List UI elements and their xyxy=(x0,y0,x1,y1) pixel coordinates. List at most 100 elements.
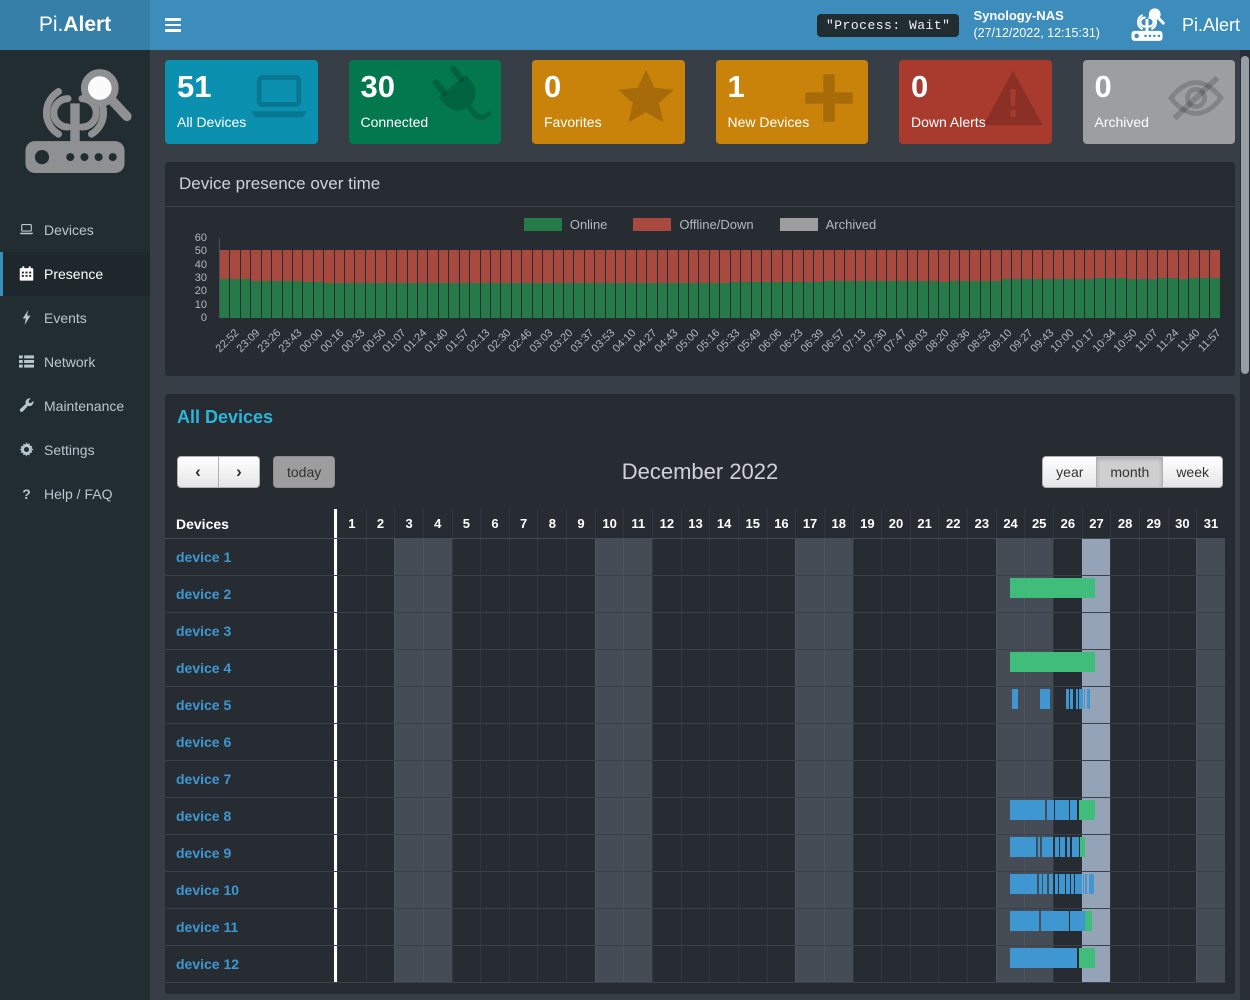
day-cell-1 xyxy=(337,576,366,612)
calendar-icon xyxy=(18,266,35,282)
day-cell-6 xyxy=(480,687,509,723)
sidebar-item-settings[interactable]: Settings xyxy=(0,428,150,472)
day-cell-29 xyxy=(1138,539,1168,575)
day-cell-17 xyxy=(795,835,824,871)
chart-bar xyxy=(563,250,574,318)
legend-swatch xyxy=(523,218,562,231)
hamburger-menu-icon[interactable] xyxy=(150,0,196,50)
day-cell-22 xyxy=(938,909,967,945)
calendar-next-button[interactable]: › xyxy=(218,455,260,488)
day-cell-2 xyxy=(365,539,395,575)
chart-bar xyxy=(418,250,428,318)
device-link-device-7[interactable]: device 7 xyxy=(165,761,337,797)
summary-card-favorites[interactable]: 0 Favorites xyxy=(532,60,685,144)
day-cell-18 xyxy=(823,539,853,575)
day-cell-29 xyxy=(1138,909,1168,945)
calendar-prev-button[interactable]: ‹ xyxy=(177,455,219,488)
sidebar-item-events[interactable]: Events xyxy=(0,296,150,340)
day-cell-28 xyxy=(1110,687,1139,723)
day-cell-30 xyxy=(1167,761,1197,797)
sidebar-item-presence[interactable]: Presence xyxy=(0,251,150,296)
summary-card-connected[interactable]: 30 Connected xyxy=(348,60,501,144)
chart-bar xyxy=(584,250,595,318)
presence-segment-online xyxy=(1010,911,1039,931)
day-cell-22 xyxy=(938,798,967,834)
day-cell-20 xyxy=(881,539,910,575)
device-link-device-11[interactable]: device 11 xyxy=(165,909,337,945)
device-link-device-1[interactable]: device 1 xyxy=(165,539,337,575)
day-header-3: 3 xyxy=(394,509,423,538)
plug-icon xyxy=(418,60,501,142)
summary-card-new-devices[interactable]: 1 New Devices xyxy=(715,60,868,144)
device-link-device-2[interactable]: device 2 xyxy=(165,576,337,612)
summary-card-down-alerts[interactable]: 0 Down Alerts xyxy=(899,60,1052,144)
day-cell-27 xyxy=(1081,724,1111,760)
device-link-device-8[interactable]: device 8 xyxy=(165,798,337,834)
device-link-device-6[interactable]: device 6 xyxy=(165,724,337,760)
day-cell-17 xyxy=(795,761,824,797)
day-cell-9 xyxy=(566,576,595,612)
sidebar-item-network[interactable]: Network xyxy=(0,340,150,384)
day-cell-12 xyxy=(652,761,681,797)
chart-bar xyxy=(230,250,240,318)
sidebar-item-devices[interactable]: Devices xyxy=(0,208,150,252)
day-cell-26 xyxy=(1053,613,1082,649)
presence-segment-online xyxy=(1048,874,1054,894)
day-cell-12 xyxy=(652,576,681,612)
day-cell-9 xyxy=(566,687,595,723)
day-cell-28 xyxy=(1110,650,1139,686)
device-link-device-10[interactable]: device 10 xyxy=(165,872,337,908)
summary-card-all-devices[interactable]: 51 All Devices xyxy=(165,60,318,144)
day-cell-25 xyxy=(1024,761,1054,797)
calendar-view-year-button[interactable]: year xyxy=(1042,455,1098,488)
day-cell-23 xyxy=(967,576,996,612)
y-tick-label: 20 xyxy=(194,285,207,298)
chart-bar xyxy=(1168,250,1178,318)
day-cell-11 xyxy=(623,946,653,982)
sidebar-item-help-faq[interactable]: ? Help / FAQ xyxy=(0,472,150,516)
device-row-device-6: device 6 xyxy=(165,724,1225,761)
day-cell-8 xyxy=(537,650,566,686)
day-cell-19 xyxy=(852,946,882,982)
sidebar-item-label: Devices xyxy=(44,221,94,238)
page-scrollbar[interactable] xyxy=(1240,50,1250,1000)
navbar-right: "Process: Wait" Synology-NAS (27/12/2022… xyxy=(816,8,1250,42)
device-link-device-4[interactable]: device 4 xyxy=(165,650,337,686)
chart-bar xyxy=(647,250,657,318)
chart-bar xyxy=(449,250,459,318)
device-link-device-9[interactable]: device 9 xyxy=(165,835,337,871)
scrollbar-thumb[interactable] xyxy=(1241,56,1249,374)
chart-bar xyxy=(303,250,313,318)
chart-bar xyxy=(959,250,970,318)
brand-logo[interactable]: Pi. Alert xyxy=(0,0,150,50)
chart-bar xyxy=(939,250,949,318)
day-cell-11 xyxy=(623,761,653,797)
day-cell-12 xyxy=(652,687,681,723)
day-cell-11 xyxy=(623,650,653,686)
legend-swatch xyxy=(633,218,672,231)
device-link-device-3[interactable]: device 3 xyxy=(165,613,337,649)
presence-segment-online xyxy=(1086,689,1090,709)
summary-card-archived[interactable]: 0 Archived xyxy=(1082,60,1235,144)
legend-item-archived: Archived xyxy=(779,217,876,232)
day-cell-3 xyxy=(394,909,423,945)
calendar-view-week-button[interactable]: week xyxy=(1162,455,1223,488)
device-link-device-5[interactable]: device 5 xyxy=(165,687,337,723)
chart-bar xyxy=(897,250,907,318)
day-cell-11 xyxy=(623,835,653,871)
legend-swatch xyxy=(779,218,818,231)
day-cell-11 xyxy=(623,872,653,908)
device-link-device-12[interactable]: device 12 xyxy=(165,946,337,982)
presence-segment-online xyxy=(1070,689,1073,709)
chart-bar xyxy=(834,250,845,318)
calendar-today-button[interactable]: today xyxy=(273,455,336,488)
calendar-view-month-button[interactable]: month xyxy=(1096,455,1164,488)
day-cell-12 xyxy=(652,909,681,945)
question-icon: ? xyxy=(22,485,31,502)
day-cell-24 xyxy=(995,539,1025,575)
device-timeline xyxy=(337,835,1225,871)
sidebar-item-maintenance[interactable]: Maintenance xyxy=(0,384,150,428)
day-cell-7 xyxy=(508,798,538,834)
day-cell-12 xyxy=(652,650,681,686)
